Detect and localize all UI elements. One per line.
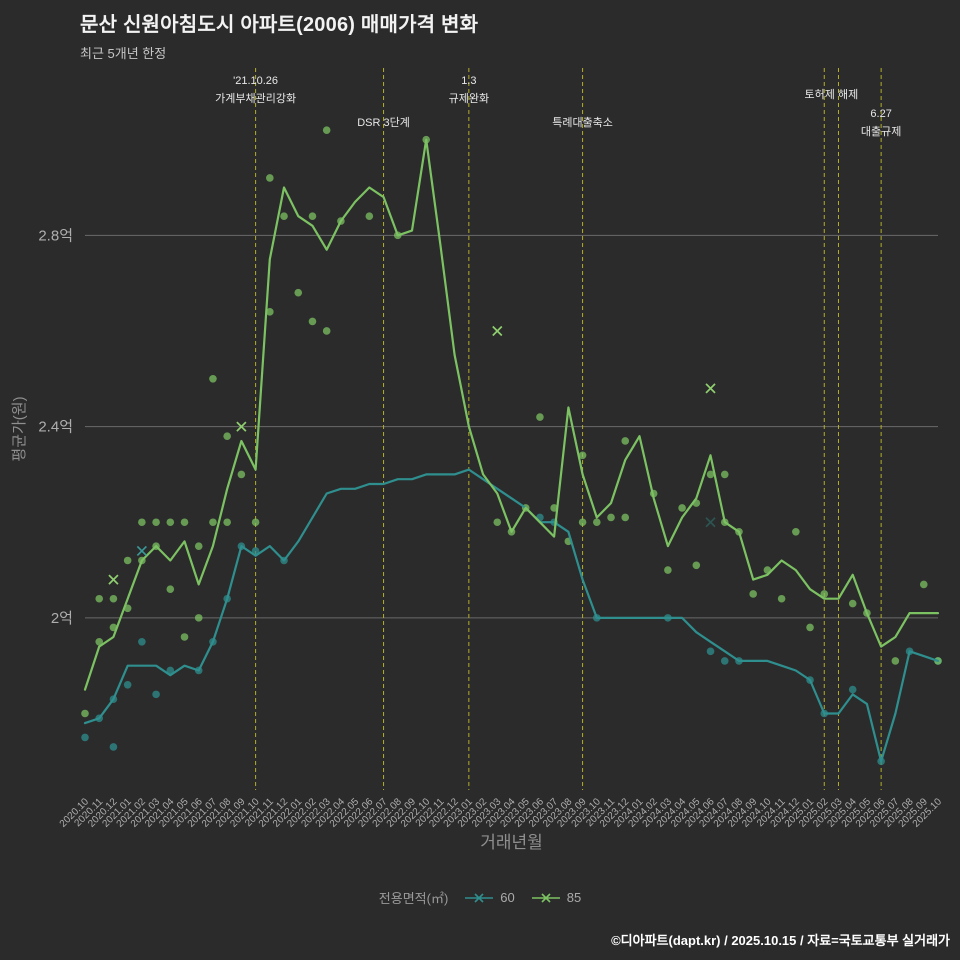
cancelled-x-marker (108, 574, 119, 585)
scatter-point-85 (578, 451, 587, 460)
scatter-point-85 (607, 513, 615, 522)
page-title: 문산 신원아침도시 아파트(2006) 매매가격 변화 (80, 14, 479, 36)
scatter-point-85 (180, 518, 189, 527)
scatter-point-85 (180, 633, 189, 641)
scatter-point-85 (152, 518, 160, 527)
y-tick-label: 2억 (51, 610, 73, 627)
series-line-60 (83, 468, 940, 763)
scatter-point-85 (308, 317, 317, 326)
scatter-point-85 (891, 657, 900, 665)
event-label: 규제완화 (449, 92, 489, 105)
scatter-point-85 (820, 590, 829, 598)
cancelled-x-marker (705, 383, 716, 394)
scatter-point-85 (678, 504, 686, 512)
scatter-point-85 (578, 518, 587, 527)
scatter-point-85 (706, 470, 715, 479)
scatter-point-85 (237, 470, 246, 479)
event-label: 6.27 (870, 108, 891, 120)
y-tick-label: 2.4억 (38, 419, 73, 436)
scatter-point-85 (322, 126, 331, 134)
scatter-point-60 (152, 690, 160, 699)
title-block: 문산 신원아침도시 아파트(2006) 매매가격 변화 최근 5개년 한정 (80, 8, 478, 62)
scatter-point-85 (95, 637, 104, 646)
scatter-point-60 (848, 685, 857, 694)
scatter-point-60 (138, 637, 146, 646)
scatter-point-85 (251, 518, 260, 527)
scatter-point-85 (664, 566, 672, 574)
scatter-point-85 (223, 518, 231, 527)
cancelled-x-marker (492, 325, 503, 337)
scatter-point-85 (322, 327, 331, 335)
scatter-point-85 (266, 174, 274, 182)
scatter-point-85 (692, 561, 701, 570)
scatter-point-85 (621, 437, 630, 445)
legend-marker-85-icon (531, 892, 560, 903)
scatter-point-60 (166, 666, 175, 675)
cancelled-x-marker (136, 545, 147, 557)
scatter-point-85 (223, 432, 231, 440)
cancelled-x-marker (705, 517, 716, 528)
scatter-point-60 (81, 733, 89, 742)
scatter-point-85 (123, 556, 132, 565)
legend-item-85-label: 85 (566, 890, 582, 905)
scatter-point-60 (109, 743, 118, 751)
scatter-point-85 (365, 212, 374, 221)
price-line-chart: 2억2.4억2.8억평균가(원)2020.102020.112020.12202… (11, 68, 944, 852)
scatter-point-85 (294, 288, 303, 297)
scatter-point-85 (493, 518, 502, 527)
scatter-point-60 (706, 647, 715, 656)
cancelled-x-marker (236, 421, 247, 432)
scatter-point-85 (280, 212, 288, 221)
series-line-85 (83, 138, 940, 691)
scatter-point-85 (194, 542, 203, 550)
event-label: 가계부채관리강화 (215, 92, 296, 105)
scatter-point-85 (166, 585, 175, 593)
scatter-point-60 (720, 657, 729, 665)
scatter-point-85 (109, 594, 118, 603)
scatter-point-85 (777, 594, 786, 603)
scatter-point-85 (266, 308, 274, 316)
scatter-point-85 (536, 413, 544, 421)
event-label: 토허제 해제 (805, 87, 859, 101)
scatter-point-85 (308, 212, 317, 221)
scatter-point-85 (848, 599, 857, 608)
page-subtitle: 최근 5개년 한정 (80, 46, 167, 61)
legend-item-60[interactable]: 60 (464, 890, 515, 905)
scatter-point-85 (95, 594, 104, 603)
event-label: '21.10.26 (233, 75, 278, 87)
scatter-point-85 (138, 518, 146, 527)
scatter-point-85 (81, 709, 89, 718)
scatter-point-85 (621, 513, 630, 522)
copyright-source: ©디아파트(dapt.kr) / 2025.10.15 / 자료=국토교통부 실… (611, 933, 950, 948)
scatter-point-60 (123, 681, 132, 689)
x-axis-title: 거래년월 (480, 833, 543, 852)
y-axis-title: 평균가(원) (11, 396, 28, 461)
legend-item-85[interactable]: 85 (531, 890, 581, 905)
scatter-point-85 (806, 623, 814, 632)
legend-item-60-label: 60 (500, 890, 515, 905)
scatter-point-85 (720, 470, 729, 479)
scatter-point-85 (593, 518, 601, 527)
legend-title: 전용면적(㎡) (378, 891, 449, 906)
scatter-point-85 (919, 580, 928, 589)
scatter-point-85 (166, 518, 175, 527)
event-label: 특례대출축소 (552, 116, 613, 129)
scatter-point-85 (209, 518, 217, 527)
event-label: DSR 3단계 (357, 116, 410, 129)
scatter-point-60 (251, 547, 260, 555)
y-tick-label: 2.8억 (38, 227, 73, 244)
event-label: 1.3 (461, 75, 476, 87)
scatter-point-85 (749, 590, 757, 598)
scatter-point-85 (194, 614, 203, 622)
legend-marker-60-icon (465, 892, 494, 903)
scatter-point-85 (792, 528, 800, 536)
scatter-point-85 (209, 374, 217, 383)
legend: 전용면적(㎡) 60 85 (0, 888, 960, 907)
event-label: 대출규제 (861, 125, 901, 138)
